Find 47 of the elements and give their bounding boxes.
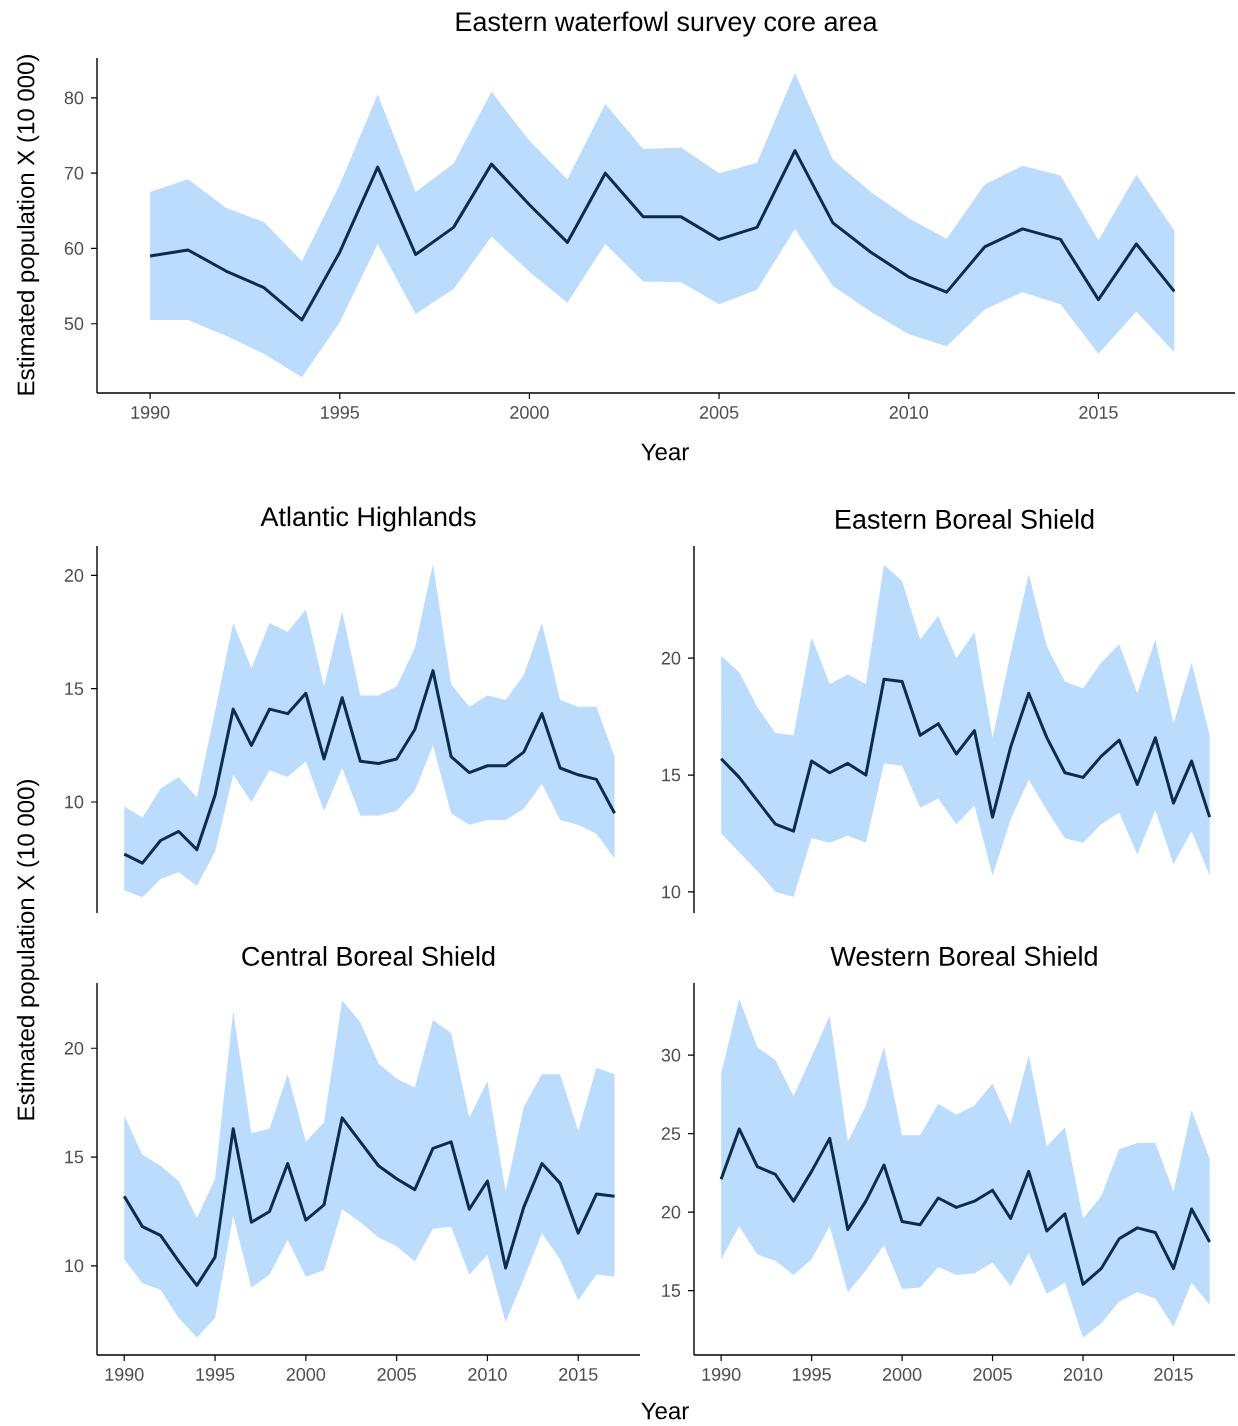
y-tick-label: 30: [661, 1048, 681, 1062]
x-tick-label: 2015: [1154, 1368, 1193, 1381]
y-tick-label: 25: [661, 1127, 681, 1141]
chart-title: Central Boreal Shield: [242, 946, 495, 966]
line-series: [719, 1127, 1212, 1286]
x-tick-label: 1995: [792, 1368, 831, 1381]
x-tick-label: 1995: [196, 1368, 235, 1381]
line-series: [148, 149, 1176, 322]
chart-title: Eastern waterfowl survey core area: [456, 11, 878, 37]
x-tick-label: 2005: [699, 406, 739, 419]
y-tick-label: 10: [65, 1259, 84, 1273]
y-tick-label: 60: [64, 242, 84, 255]
x-tick-label: 2005: [377, 1368, 416, 1381]
y-tick-label: 10: [65, 795, 84, 809]
y-axis-title: Estimated population X (10 000): [16, 55, 40, 395]
x-tick-label: 1990: [105, 1368, 144, 1381]
y-tick-label: 20: [661, 1205, 681, 1219]
x-tick-label: 2005: [973, 1368, 1012, 1381]
x-tick-label: 2010: [889, 406, 929, 419]
y-tick-label: 15: [662, 768, 681, 782]
x-tick-label: 2015: [1079, 406, 1118, 419]
y-tick-label: 80: [64, 91, 84, 105]
y-tick-label: 20: [64, 1041, 84, 1055]
x-tick-label: 2000: [882, 1368, 922, 1381]
x-tick-label: 2000: [286, 1368, 326, 1381]
chart-title: Atlantic Highlands: [260, 506, 476, 532]
y-axis-title: Estimated population X (10 000): [16, 780, 40, 1120]
y-tick-label: 15: [662, 1284, 681, 1297]
line-series: [122, 669, 617, 865]
y-tick-label: 70: [64, 166, 84, 180]
x-tick-label: 1995: [321, 406, 360, 419]
y-tick-label: 20: [64, 569, 84, 582]
x-tick-label: 2000: [510, 406, 549, 419]
x-tick-label: 1990: [702, 1368, 741, 1381]
y-tick-label: 20: [661, 651, 681, 665]
x-tick-label: 2015: [559, 1368, 598, 1381]
x-tick-label: 2010: [468, 1368, 507, 1381]
chart-title: Eastern Boreal Shield: [836, 509, 1094, 529]
chart-title: Western Boreal Shield: [830, 946, 1097, 966]
y-tick-label: 50: [64, 317, 84, 331]
y-tick-label: 15: [65, 1150, 84, 1164]
y-tick-label: 15: [65, 682, 84, 696]
x-tick-label: 2010: [1063, 1368, 1103, 1381]
x-axis-title: Year: [641, 1402, 689, 1420]
x-axis-title: Year: [641, 443, 689, 461]
x-tick-label: 1990: [131, 406, 170, 419]
y-tick-label: 10: [662, 885, 681, 899]
